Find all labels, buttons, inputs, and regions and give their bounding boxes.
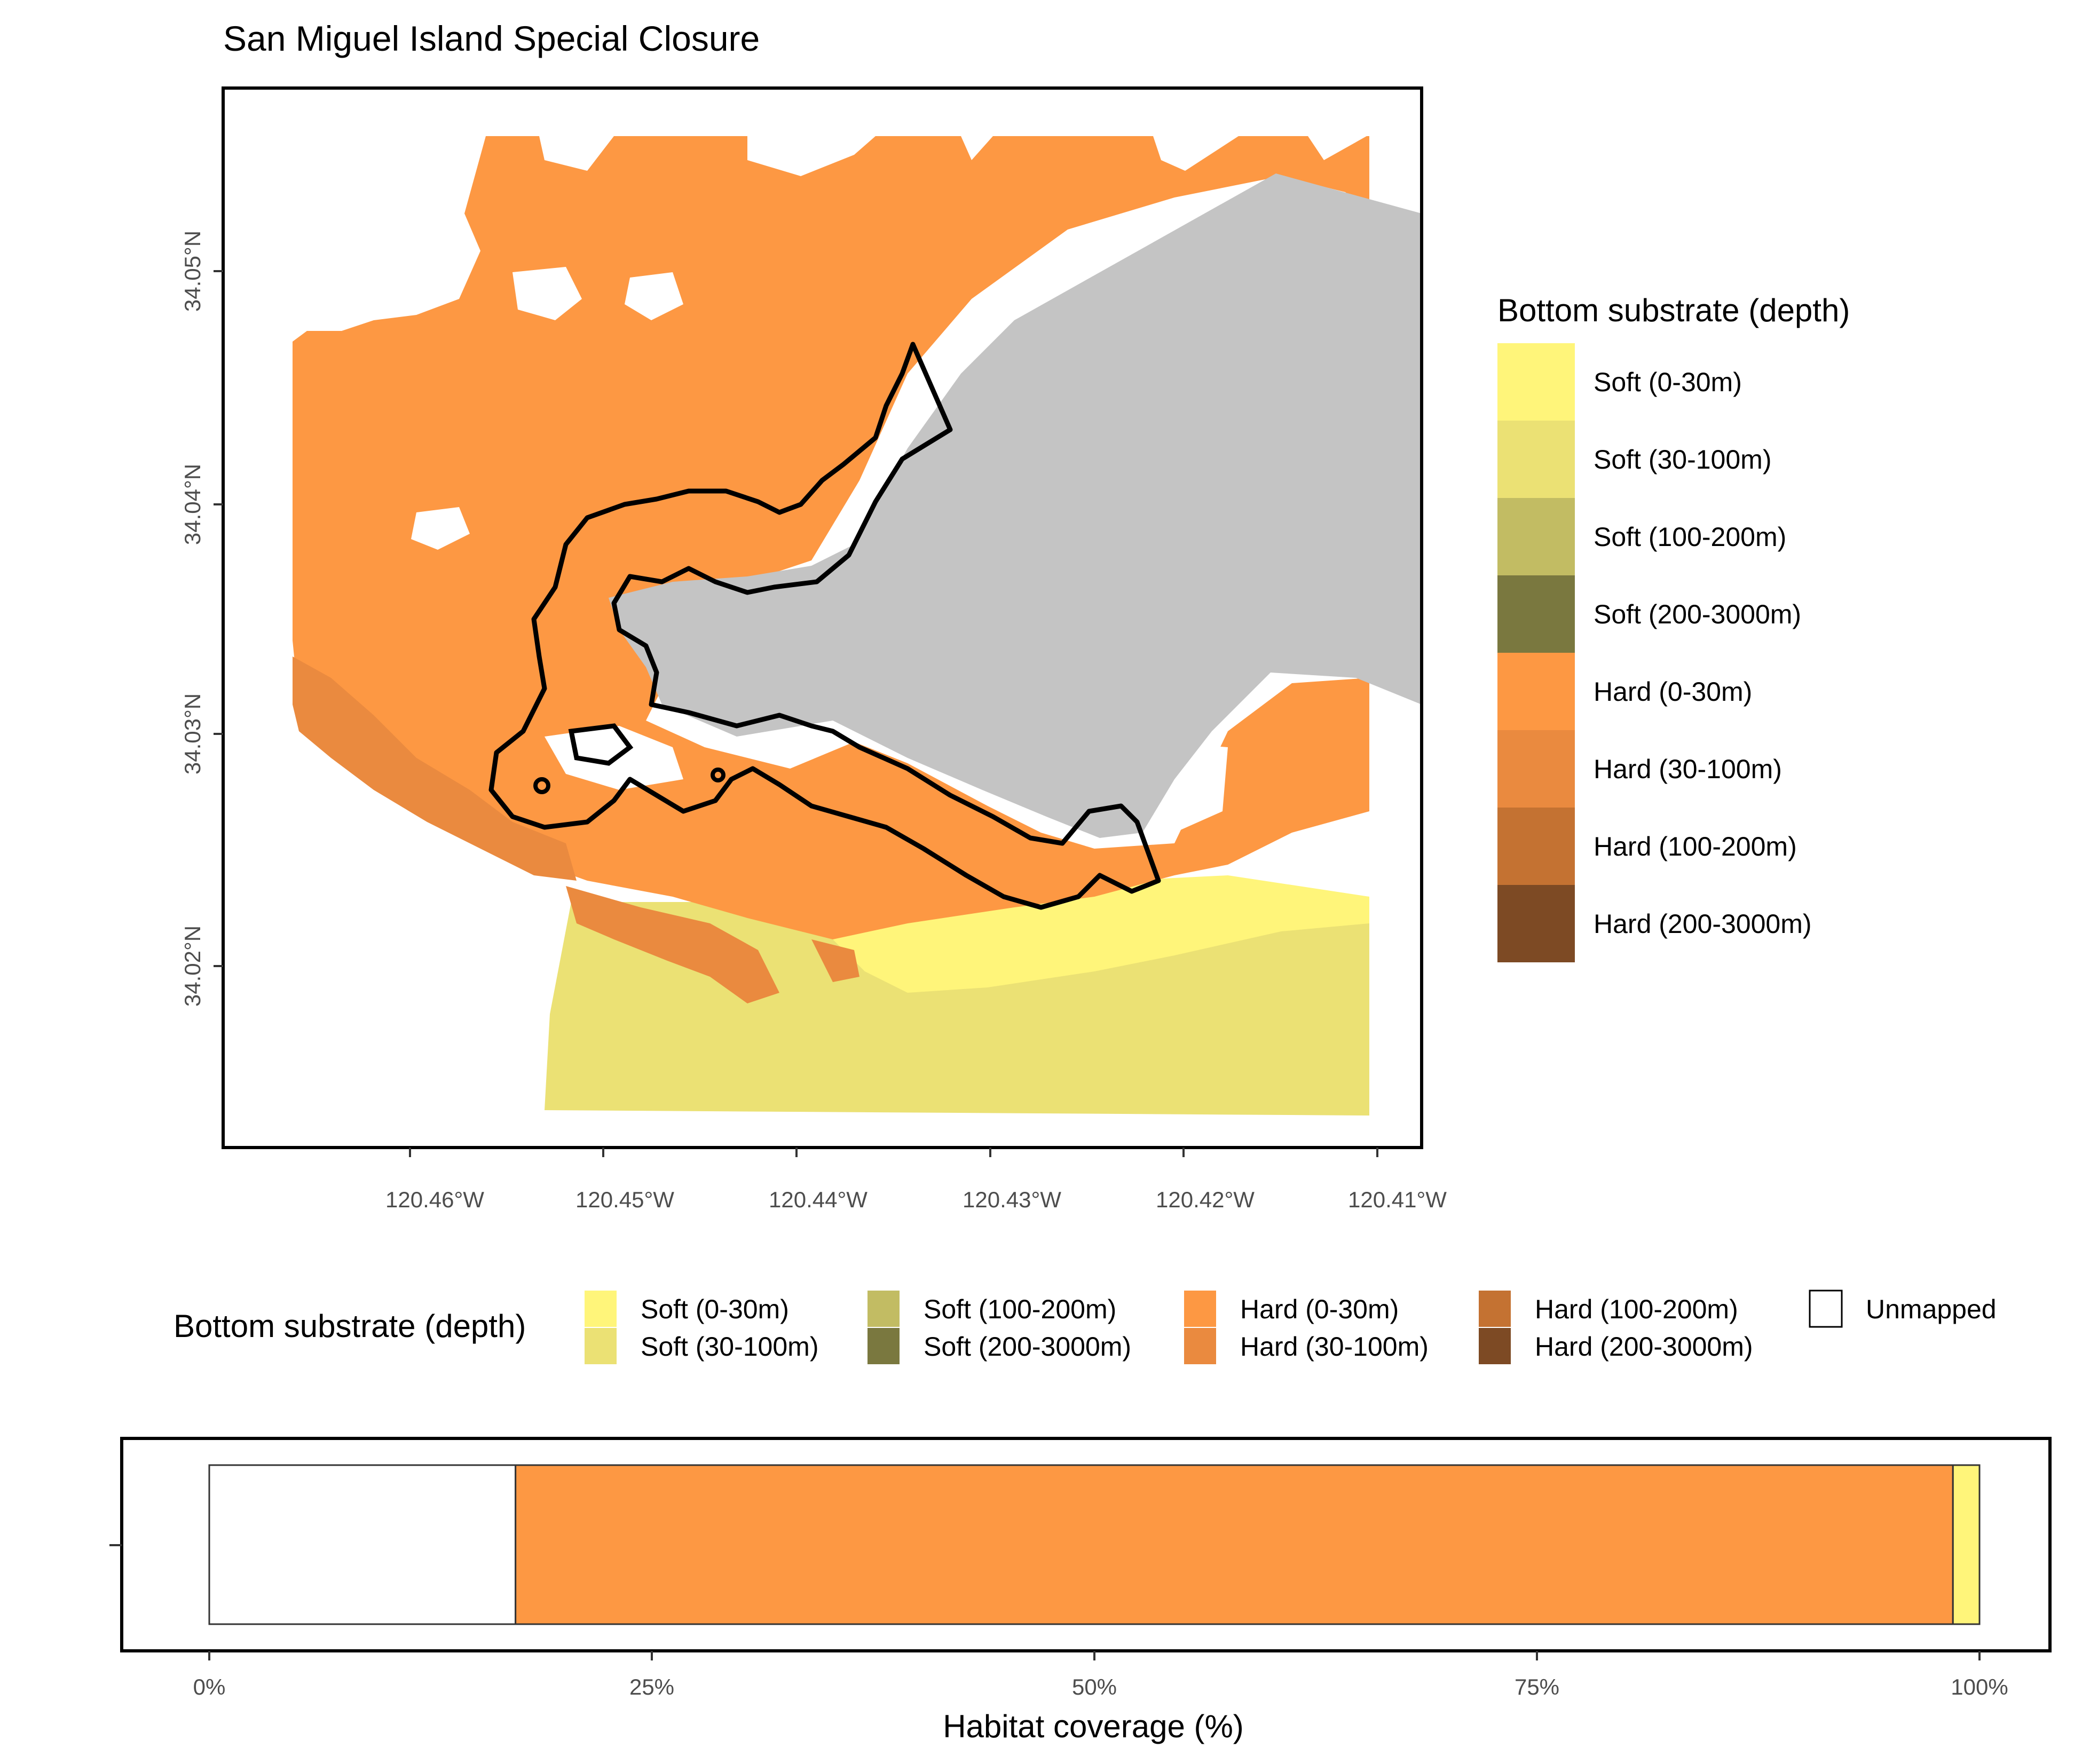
legend-bottom-swatch (868, 1291, 900, 1327)
legend-right-swatch (1497, 421, 1575, 498)
land-region (609, 173, 1422, 838)
unmapped-patch (625, 272, 683, 320)
map-x-axis: 120.46°W 120.45°W 120.44°W 120.43°W 120.… (385, 1148, 1447, 1212)
coverage-chart: 0% 25% 50% 75% 100% Habitat coverage (%) (109, 1437, 2052, 1744)
hard-30-100-patch (566, 886, 779, 1003)
map-panel[interactable]: 120.46°W 120.45°W 120.44°W 120.43°W 120.… (180, 86, 1447, 1212)
legend-bottom-label: Hard (200-3000m) (1535, 1332, 1753, 1362)
legend-right-swatch (1497, 498, 1575, 575)
legend-bottom-label: Hard (30-100m) (1240, 1332, 1429, 1362)
map-layers (293, 136, 1422, 1116)
map-x-tick: 120.41°W (1348, 1187, 1447, 1212)
legend-bottom-label: Soft (200-3000m) (924, 1332, 1131, 1362)
legend-bottom-label: Hard (0-30m) (1240, 1294, 1399, 1324)
coverage-x-tick: 25% (629, 1674, 674, 1699)
map-x-tick: 120.42°W (1156, 1187, 1255, 1212)
legend-right-label: Hard (100-200m) (1594, 832, 1797, 861)
legend-bottom-label: Soft (30-100m) (641, 1332, 818, 1362)
coverage-bar-segment (515, 1464, 1954, 1625)
coverage-bar-segment (208, 1464, 517, 1625)
coverage-bar-segment (1952, 1464, 1981, 1625)
legend-bottom-swatch (1479, 1291, 1511, 1327)
hard-30-100-patch (811, 939, 859, 982)
legend-right-title: Bottom substrate (depth) (1497, 292, 1850, 328)
unmapped-patch (512, 267, 582, 320)
legend-bottom-title: Bottom substrate (depth) (174, 1308, 526, 1344)
closure-boundary (488, 342, 1161, 910)
legend-right-swatch (1497, 343, 1575, 421)
legend-bottom: Bottom substrate (depth) Soft (0-30m) Sof… (174, 1290, 1997, 1364)
legend-bottom-swatch (1184, 1328, 1216, 1364)
legend-right-label: Hard (0-30m) (1594, 677, 1752, 707)
legend-bottom-swatch (585, 1291, 617, 1327)
legend-right-label: Soft (100-200m) (1594, 522, 1786, 552)
hard-30-100-region (293, 656, 577, 881)
legend-right-swatch (1497, 730, 1575, 808)
legend-bottom-swatch (1809, 1290, 1843, 1328)
legend-right-label: Soft (0-30m) (1594, 367, 1742, 397)
legend-bottom-swatch (1479, 1328, 1511, 1364)
legend-right-swatch (1497, 653, 1575, 730)
legend-right-swatch (1497, 885, 1575, 962)
map-plot-border (222, 86, 1423, 1149)
map-y-tick: 34.03°N (180, 693, 205, 774)
legend-right-label: Soft (30-100m) (1594, 445, 1771, 474)
legend-right-label: Soft (200-3000m) (1594, 599, 1801, 629)
map-x-tick: 120.43°W (963, 1187, 1061, 1212)
map-title: San Miguel Island Special Closure (223, 19, 760, 58)
coverage-x-tick: 75% (1515, 1674, 1559, 1699)
closure-inner-boundary (568, 723, 634, 766)
coverage-x-tick: 0% (193, 1674, 226, 1699)
map-x-tick: 120.46°W (385, 1187, 484, 1212)
legend-bottom-swatch (585, 1328, 617, 1364)
legend-right-swatch (1497, 808, 1575, 885)
map-x-tick: 120.45°W (575, 1187, 674, 1212)
legend-bottom-label: Unmapped (1866, 1294, 1997, 1324)
legend-right-label: Hard (200-3000m) (1594, 909, 1812, 939)
legend-bottom-label: Hard (100-200m) (1535, 1294, 1738, 1324)
legend-bottom-label: Soft (0-30m) (641, 1294, 789, 1324)
map-y-tick: 34.02°N (180, 925, 205, 1007)
coverage-x-label: Habitat coverage (%) (943, 1708, 1244, 1744)
map-x-tick: 120.44°W (769, 1187, 868, 1212)
rock-outline (711, 768, 725, 782)
legend-right-label: Hard (30-100m) (1594, 754, 1782, 784)
rock-outline (533, 777, 550, 794)
legend-bottom-swatch (868, 1328, 900, 1364)
coverage-x-tick: 100% (1951, 1674, 2008, 1699)
map-y-tick: 34.05°N (180, 231, 205, 312)
coverage-x-tick: 50% (1072, 1674, 1117, 1699)
legend-right: Bottom substrate (depth) Soft (0-30m) Sof… (1497, 292, 1850, 962)
legend-bottom-swatch (1184, 1291, 1216, 1327)
legend-bottom-label: Soft (100-200m) (924, 1294, 1116, 1324)
unmapped-patch (411, 507, 470, 550)
map-y-axis: 34.05°N 34.04°N 34.03°N 34.02°N (180, 231, 223, 1007)
map-y-tick: 34.04°N (180, 464, 205, 545)
legend-right-swatch (1497, 575, 1575, 653)
